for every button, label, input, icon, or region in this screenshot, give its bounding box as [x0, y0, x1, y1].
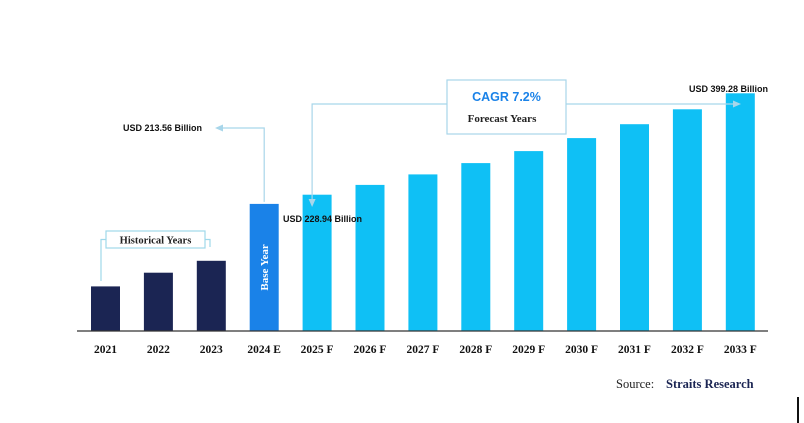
bar-2026-f: [355, 184, 385, 331]
x-tick-2027-f: 2027 F: [406, 344, 439, 356]
bar-2028-f: [461, 163, 491, 331]
base-value-label: USD 213.56 Billion: [123, 123, 202, 133]
forecast-connector: [311, 103, 735, 200]
x-tick-2023: 2023: [200, 344, 223, 356]
x-tick-2033-f: 2033 F: [724, 344, 757, 356]
forecast-years-label: Forecast Years: [468, 113, 537, 125]
bars-group: [91, 93, 755, 331]
bar-2022: [143, 272, 173, 331]
cagr-box: [446, 79, 567, 135]
bar-2021: [91, 286, 120, 331]
bar-2029-f: [514, 151, 544, 331]
source-name: Straits Research: [666, 377, 754, 391]
x-tick-labels: 2021 2022 2023 2024 E 2025 F 2026 F 2027 F 2028…: [94, 344, 757, 356]
x-tick-2031-f: 2031 F: [618, 344, 651, 356]
base-year-label: Base Year: [259, 244, 271, 290]
bar-2032-f: [672, 109, 702, 331]
cagr-label: CAGR 7.2%: [472, 90, 541, 104]
text-cursor-mark: [797, 397, 799, 423]
x-tick-2022: 2022: [147, 344, 170, 356]
bar-2024-e: [249, 203, 279, 331]
bar-2031-f: [620, 124, 649, 331]
bar-2025-f: [302, 194, 332, 331]
base-value-arrowhead: [215, 124, 223, 132]
bar-2023: [196, 260, 226, 331]
x-tick-2021: 2021: [94, 344, 117, 356]
x-tick-2028-f: 2028 F: [459, 344, 492, 356]
bar-2033-f: [725, 93, 755, 331]
base-value-connector: [222, 127, 265, 202]
bar-2030-f: [567, 138, 597, 331]
x-tick-2029-f: 2029 F: [512, 344, 545, 356]
historical-bracket: Historical Years: [100, 230, 211, 281]
historical-years-label: Historical Years: [120, 236, 192, 247]
forecast-arrowhead-right: [733, 100, 741, 108]
forecast-arrowhead-down: [308, 199, 316, 207]
bar-2027-f: [408, 174, 438, 331]
source-label: Source:: [616, 377, 654, 391]
x-tick-2032-f: 2032 F: [671, 344, 704, 356]
historical-label-box: [105, 230, 206, 249]
x-tick-2025-f: 2025 F: [301, 344, 334, 356]
x-tick-2030-f: 2030 F: [565, 344, 598, 356]
x-tick-2024-e: 2024 E: [247, 344, 281, 356]
first-forecast-value-label: USD 228.94 Billion: [283, 214, 362, 224]
last-forecast-value-label: USD 399.28 Billion: [689, 84, 768, 94]
x-tick-2026-f: 2026 F: [354, 344, 387, 356]
